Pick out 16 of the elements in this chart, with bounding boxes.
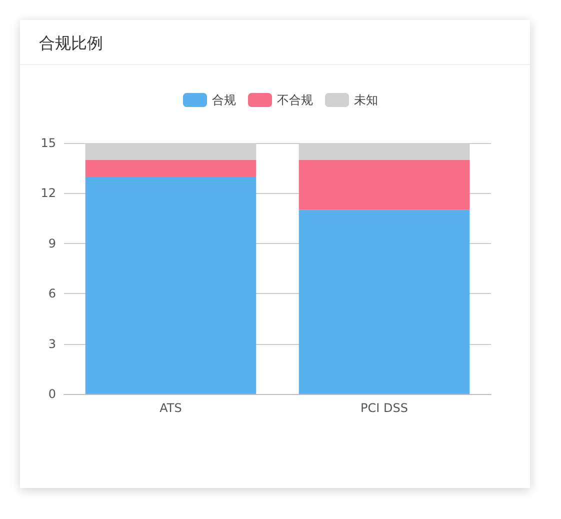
legend-label: 合规 [212, 93, 236, 107]
x-tick-label: PCI DSS [360, 401, 408, 415]
bar [85, 160, 256, 176]
x-tick-label: ATS [160, 401, 182, 415]
bar [85, 176, 256, 394]
bar [298, 160, 470, 210]
y-tick-label: 6 [48, 286, 56, 301]
y-tick-label: 9 [48, 236, 56, 250]
y-tick-label: 0 [48, 387, 56, 401]
legend-label: 不合规 [277, 93, 313, 107]
y-tick-label: 12 [40, 186, 56, 200]
bar [298, 210, 470, 394]
chart-title: 合规比例 [39, 34, 103, 52]
legend-label: 未知 [354, 93, 378, 107]
y-tick-label: 3 [48, 336, 56, 351]
y-tick-label: 15 [40, 136, 56, 150]
